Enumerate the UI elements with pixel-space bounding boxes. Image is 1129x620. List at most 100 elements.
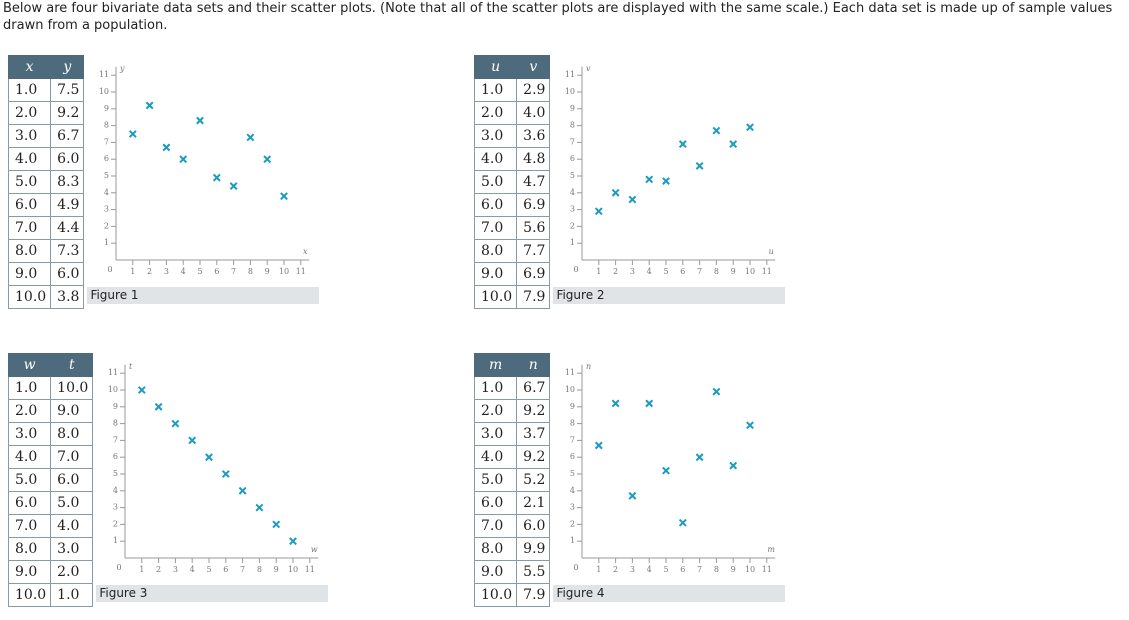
origin-label: 0 [574, 265, 579, 274]
table-row: 10.0 1.0 [7, 583, 94, 607]
figure: m n 1.0 6.7 2.0 9.2 3.0 3.7 4.0 9.2 5.0 5.2 6.0 2.1 7.… [473, 353, 786, 607]
y-axis-label: n [586, 362, 591, 371]
y-tick-label: 10 [565, 385, 575, 394]
table-cell: 4.0 [473, 147, 518, 171]
table-cell: 3.7 [516, 422, 551, 446]
y-tick-label: 10 [565, 87, 575, 96]
point [612, 188, 620, 197]
y-tick-label: 4 [104, 188, 109, 197]
table-cell: 4.4 [50, 216, 85, 240]
y-tick-label: 11 [565, 70, 575, 79]
x-tick-label: 5 [198, 267, 203, 276]
x-tick-label: 10 [288, 565, 298, 574]
x-axis-label: u [769, 247, 774, 256]
table-row: 9.0 6.0 [7, 262, 85, 286]
x-tick-label: 3 [630, 267, 635, 276]
point [155, 402, 163, 411]
y-axis-label: y [119, 64, 125, 73]
y-tick-label: 6 [104, 154, 109, 163]
table-cell: 7.9 [516, 583, 551, 607]
x-tick-label: 9 [265, 267, 270, 276]
table-cell: 2.0 [473, 101, 518, 125]
y-tick-label: 9 [570, 104, 575, 113]
origin-label: 0 [117, 563, 122, 572]
y-axis-label: t [129, 362, 133, 371]
table-cell: 6.0 [50, 147, 85, 171]
x-tick-label: 6 [681, 565, 686, 574]
y-tick-label: 6 [570, 452, 575, 461]
table-row: 6.0 6.9 [473, 193, 551, 217]
table-cell: 1.0 [7, 78, 52, 102]
x-tick-label: 5 [664, 565, 669, 574]
point [289, 537, 298, 546]
point [645, 175, 654, 184]
point [255, 503, 264, 512]
x-tick-label: 7 [231, 267, 236, 276]
point [179, 155, 188, 164]
table-cell: 5.0 [473, 468, 518, 492]
caption: Figure 1 [87, 287, 320, 304]
column-header: m [473, 353, 518, 377]
x-tick-label: 3 [173, 565, 178, 574]
table-cell: 2.0 [7, 101, 52, 125]
table-row: 8.0 9.9 [473, 537, 551, 561]
table-cell: 8.0 [473, 537, 518, 561]
y-tick-label: 5 [113, 469, 118, 478]
table-cell: 2.0 [50, 560, 94, 584]
y-tick-label: 11 [565, 368, 575, 377]
point [729, 140, 738, 148]
table-row: 6.0 2.1 [473, 491, 551, 515]
table-cell: 6.0 [516, 514, 551, 538]
table-cell: 3.0 [50, 537, 94, 561]
table-cell: 1.0 [473, 78, 518, 102]
table-row: 3.0 8.0 [7, 422, 94, 446]
point [246, 133, 255, 142]
x-tick-label: 4 [181, 267, 186, 276]
y-axis-label: v [586, 64, 591, 73]
x-tick-label: 7 [697, 267, 702, 276]
y-tick-label: 11 [108, 368, 118, 377]
x-tick-label: 1 [597, 267, 602, 276]
y-tick-label: 8 [570, 121, 575, 130]
table-cell: 4.7 [516, 170, 551, 194]
point [205, 453, 214, 462]
point [645, 399, 654, 408]
point [171, 419, 180, 428]
table-cell: 2.9 [516, 78, 551, 102]
y-tick-label: 3 [570, 205, 575, 214]
point [628, 491, 637, 500]
table-cell: 9.0 [50, 399, 94, 423]
table-cell: 7.0 [473, 514, 518, 538]
chart-column: 0 n m 1 2 3 4 5 6 7 8 9 10 11 1 2 3 4 5 6 7 8 9 10 11 Figure 4 [553, 353, 786, 602]
y-tick-label: 7 [113, 435, 118, 444]
x-axis-label: m [768, 545, 776, 554]
table-cell: 5.0 [473, 170, 518, 194]
intro-text: Below are four bivariate data sets and t… [3, 1, 1113, 33]
y-tick-label: 1 [104, 238, 109, 247]
column-header: u [473, 55, 518, 79]
x-tick-label: 9 [731, 267, 736, 276]
point [595, 207, 604, 216]
table-row: 8.0 3.0 [7, 537, 94, 561]
x-tick-label: 1 [597, 565, 602, 574]
column-header: t [50, 353, 94, 377]
y-tick-label: 7 [570, 137, 575, 146]
point [146, 101, 154, 110]
table-cell: 8.0 [7, 239, 52, 263]
table-row: 3.0 3.7 [473, 422, 551, 446]
point [679, 140, 688, 148]
y-tick-label: 4 [570, 188, 575, 197]
table-cell: 6.7 [50, 124, 85, 148]
y-tick-label: 3 [104, 205, 109, 214]
caption: Figure 3 [96, 585, 329, 602]
table-row: 9.0 2.0 [7, 560, 94, 584]
x-tick-label: 4 [190, 565, 195, 574]
table-cell: 1.0 [50, 583, 94, 607]
y-tick-label: 7 [104, 137, 109, 146]
y-tick-label: 1 [113, 536, 118, 545]
x-tick-label: 10 [279, 267, 289, 276]
